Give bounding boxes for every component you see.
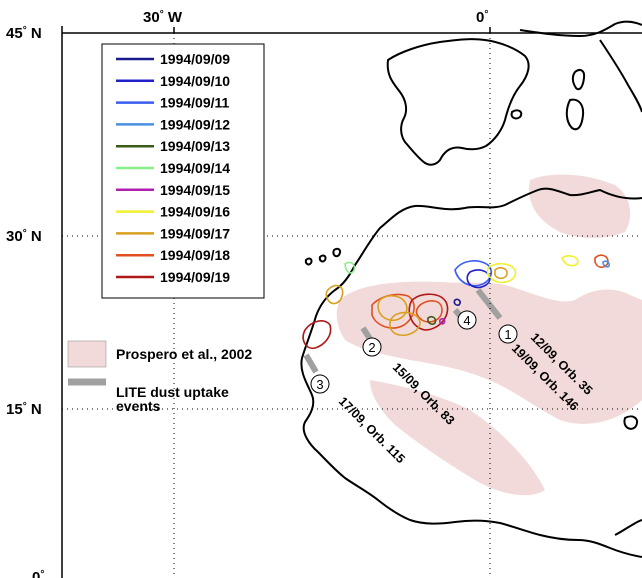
y-tick-label: 15° N	[6, 401, 42, 418]
lite-label-line1: LITE dust uptake	[116, 384, 229, 400]
secondary-legend: Prospero et al., 2002 LITE dust uptake e…	[67, 340, 252, 414]
coastline-gulf-guinea	[614, 519, 642, 536]
x-tick-label: 30° W	[143, 9, 183, 26]
coastline-canary-3	[332, 247, 342, 258]
svg-text:4: 4	[463, 313, 470, 328]
event-marker-4: 4	[457, 310, 477, 330]
legend-date-label: 1994/09/17	[160, 225, 230, 241]
coastlines	[300, 20, 642, 558]
y-tick-label: 0°	[32, 569, 44, 578]
legend-date-label: 1994/09/18	[160, 247, 230, 263]
coastline-africa-west	[300, 187, 642, 558]
legend-date-label: 1994/09/09	[160, 51, 230, 67]
coastline-balearic	[510, 109, 523, 120]
coastline-lake	[623, 415, 638, 430]
prospero-label: Prospero et al., 2002	[116, 346, 252, 362]
legend-date-label: 1994/09/19	[160, 269, 230, 285]
svg-text:3: 3	[316, 377, 323, 392]
coastline-corsica	[571, 69, 586, 91]
svg-text:1: 1	[504, 327, 511, 342]
coastline-iberia	[386, 38, 530, 166]
map-frame	[61, 26, 642, 578]
legend-date-label: 1994/09/13	[160, 138, 230, 154]
y-tick-labels: 45° N 30° N 15° N 0°	[6, 25, 44, 578]
prospero-swatch	[67, 340, 107, 368]
legend-date-label: 1994/09/10	[160, 73, 230, 89]
coastline-canary-2	[318, 254, 327, 263]
event-markers: 1 2 3 4	[310, 310, 518, 394]
event-marker-2: 2	[362, 337, 382, 357]
coastline-sardinia	[565, 98, 585, 131]
x-tick-labels: 30° W 0°	[143, 9, 488, 26]
dust-contours	[302, 254, 610, 350]
legend-date-label: 1994/09/16	[160, 204, 230, 220]
coastline-canary-1	[304, 257, 313, 266]
y-tick-label: 30° N	[6, 228, 42, 245]
lite-label-line2: events	[116, 398, 161, 414]
event-marker-3: 3	[310, 374, 330, 394]
x-tick-label: 0°	[476, 9, 488, 26]
prospero-source-regions	[336, 174, 642, 496]
event-marker-1: 1	[498, 324, 518, 344]
legend-date-label: 1994/09/14	[160, 160, 230, 176]
coastline-italy	[599, 39, 642, 113]
lite-track-1	[475, 288, 503, 320]
svg-text:2: 2	[368, 340, 375, 355]
legend-date-label: 1994/09/15	[160, 182, 230, 198]
date-legend: 1994/09/09 1994/09/10 1994/09/11 1994/09/12…	[101, 43, 265, 299]
coastline-france	[519, 20, 642, 37]
y-tick-label: 45° N	[6, 25, 42, 42]
lite-track-3	[303, 353, 319, 374]
legend-date-label: 1994/09/12	[160, 116, 230, 132]
legend-date-label: 1994/09/11	[160, 95, 230, 111]
